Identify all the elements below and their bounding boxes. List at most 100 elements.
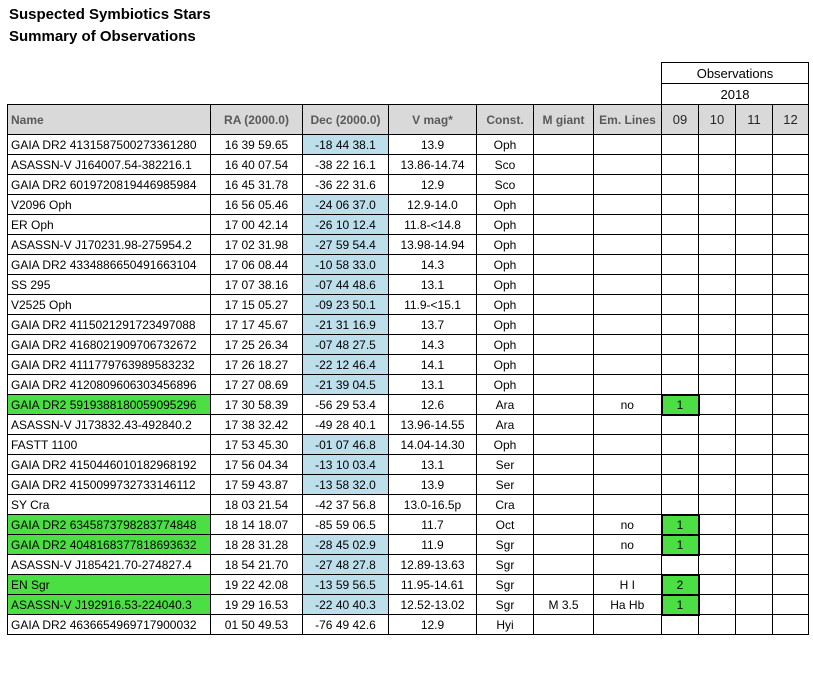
const-cell: Oph bbox=[476, 214, 534, 235]
obs-12-cell bbox=[772, 554, 809, 575]
dec-cell: -22 40 40.3 bbox=[302, 594, 389, 615]
name-cell: ASASSN-V J164007.54-382216.1 bbox=[7, 154, 211, 175]
obs-12-cell bbox=[772, 474, 809, 495]
column-header-ra: RA (2000.0) bbox=[210, 104, 303, 135]
dec-cell: -13 10 03.4 bbox=[302, 454, 389, 475]
obs-10-cell bbox=[698, 614, 736, 635]
vmag-cell: 12.6 bbox=[388, 394, 477, 415]
emlines-cell: H I bbox=[593, 574, 662, 595]
observations-table: Observations 2018 Name RA (2000.0) Dec (… bbox=[7, 62, 809, 635]
obs-10-cell bbox=[698, 314, 736, 335]
obs-11-cell bbox=[735, 134, 773, 155]
table-row: V2096 Oph 16 56 05.46 -24 06 37.0 12.9-14.0… bbox=[7, 194, 809, 215]
obs-11-cell bbox=[735, 554, 773, 575]
obs-12-cell bbox=[772, 374, 809, 395]
ra-cell: 18 14 18.07 bbox=[210, 514, 303, 535]
table-row: GAIA DR2 6019720819446985984 16 45 31.78-… bbox=[7, 174, 809, 195]
obs-12-cell bbox=[772, 334, 809, 355]
obs-11-cell bbox=[735, 194, 773, 215]
column-header-name: Name bbox=[7, 104, 211, 135]
mgiant-cell bbox=[533, 334, 594, 355]
obs-10-cell bbox=[698, 194, 736, 215]
mgiant-cell bbox=[533, 394, 594, 415]
const-cell: Oph bbox=[476, 294, 534, 315]
obs-12-cell bbox=[772, 394, 809, 415]
const-cell: Sgr bbox=[476, 534, 534, 555]
ra-cell: 17 30 58.39 bbox=[210, 394, 303, 415]
obs-10-cell bbox=[698, 414, 736, 435]
mgiant-cell bbox=[533, 474, 594, 495]
name-cell: ER Oph bbox=[7, 214, 211, 235]
table-row: ASASSN-V J170231.98-275954.2 17 02 31.98-… bbox=[7, 234, 809, 255]
emlines-cell bbox=[593, 334, 662, 355]
ra-cell: 17 27 08.69 bbox=[210, 374, 303, 395]
dec-cell: -13 59 56.5 bbox=[302, 574, 389, 595]
obs-11-cell bbox=[735, 574, 773, 595]
emlines-cell bbox=[593, 374, 662, 395]
name-cell: GAIA DR2 4111779763989583232 bbox=[7, 354, 211, 375]
ra-cell: 19 22 42.08 bbox=[210, 574, 303, 595]
emlines-cell: Ha Hb bbox=[593, 594, 662, 615]
column-header-month-12: 12 bbox=[772, 104, 809, 135]
table-row: GAIA DR2 4115021291723497088 17 17 45.67-… bbox=[7, 314, 809, 335]
page-subtitle: Summary of Observations bbox=[9, 28, 196, 45]
obs-11-cell bbox=[735, 454, 773, 475]
obs-10-cell bbox=[698, 154, 736, 175]
obs-09-cell bbox=[661, 174, 699, 195]
mgiant-cell bbox=[533, 454, 594, 475]
emlines-cell bbox=[593, 174, 662, 195]
table-row: EN Sgr 19 22 42.08 -13 59 56.5 11.95-14.61 S… bbox=[7, 573, 809, 596]
dec-cell: -10 58 33.0 bbox=[302, 254, 389, 275]
ra-cell: 01 50 49.53 bbox=[210, 614, 303, 635]
vmag-cell: 13.98-14.94 bbox=[388, 234, 477, 255]
vmag-cell: 14.3 bbox=[388, 334, 477, 355]
mgiant-cell bbox=[533, 614, 594, 635]
obs-12-cell bbox=[772, 314, 809, 335]
obs-10-cell bbox=[698, 334, 736, 355]
ra-cell: 17 59 43.87 bbox=[210, 474, 303, 495]
dec-cell: -56 29 53.4 bbox=[302, 394, 389, 415]
obs-10-cell bbox=[698, 174, 736, 195]
table-row: GAIA DR2 5919388180059095296 17 30 58.39-… bbox=[7, 393, 809, 416]
const-cell: Sgr bbox=[476, 574, 534, 595]
dec-cell: -18 44 38.1 bbox=[302, 134, 389, 155]
mgiant-cell bbox=[533, 554, 594, 575]
ra-cell: 17 56 04.34 bbox=[210, 454, 303, 475]
obs-12-cell bbox=[772, 254, 809, 275]
name-cell: GAIA DR2 4150446010182968192 bbox=[7, 454, 211, 475]
obs-11-cell bbox=[735, 334, 773, 355]
dec-cell: -28 45 02.9 bbox=[302, 534, 389, 555]
obs-11-cell bbox=[735, 414, 773, 435]
ra-cell: 17 25 26.34 bbox=[210, 334, 303, 355]
table-row: ASASSN-V J173832.43-492840.2 17 38 32.42-… bbox=[7, 414, 809, 435]
obs-09-cell: 1 bbox=[660, 593, 700, 616]
name-cell: EN Sgr bbox=[7, 574, 211, 595]
obs-09-cell bbox=[661, 434, 699, 455]
obs-12-cell bbox=[772, 134, 809, 155]
emlines-cell bbox=[593, 214, 662, 235]
const-cell: Sgr bbox=[476, 594, 534, 615]
const-cell: Oph bbox=[476, 334, 534, 355]
obs-12-cell bbox=[772, 354, 809, 375]
const-cell: Cra bbox=[476, 494, 534, 515]
name-cell: ASASSN-V J170231.98-275954.2 bbox=[7, 234, 211, 255]
obs-09-cell bbox=[661, 374, 699, 395]
ra-cell: 18 03 21.54 bbox=[210, 494, 303, 515]
obs-11-cell bbox=[735, 214, 773, 235]
emlines-cell bbox=[593, 134, 662, 155]
dec-cell: -21 39 04.5 bbox=[302, 374, 389, 395]
table-row: GAIA DR2 4168021909706732672 17 25 26.34-… bbox=[7, 334, 809, 355]
mgiant-cell bbox=[533, 274, 594, 295]
const-cell: Oph bbox=[476, 234, 534, 255]
name-cell: V2096 Oph bbox=[7, 194, 211, 215]
obs-12-cell bbox=[772, 574, 809, 595]
obs-12-cell bbox=[772, 494, 809, 515]
ra-cell: 17 06 08.44 bbox=[210, 254, 303, 275]
ra-cell: 16 40 07.54 bbox=[210, 154, 303, 175]
mgiant-cell bbox=[533, 434, 594, 455]
ra-cell: 16 56 05.46 bbox=[210, 194, 303, 215]
column-header-dec: Dec (2000.0) bbox=[302, 104, 389, 135]
obs-11-cell bbox=[735, 614, 773, 635]
table-row: ASASSN-V J185421.70-274827.4 18 54 21.70-… bbox=[7, 554, 809, 575]
observations-year-row: 2018 bbox=[8, 83, 809, 105]
